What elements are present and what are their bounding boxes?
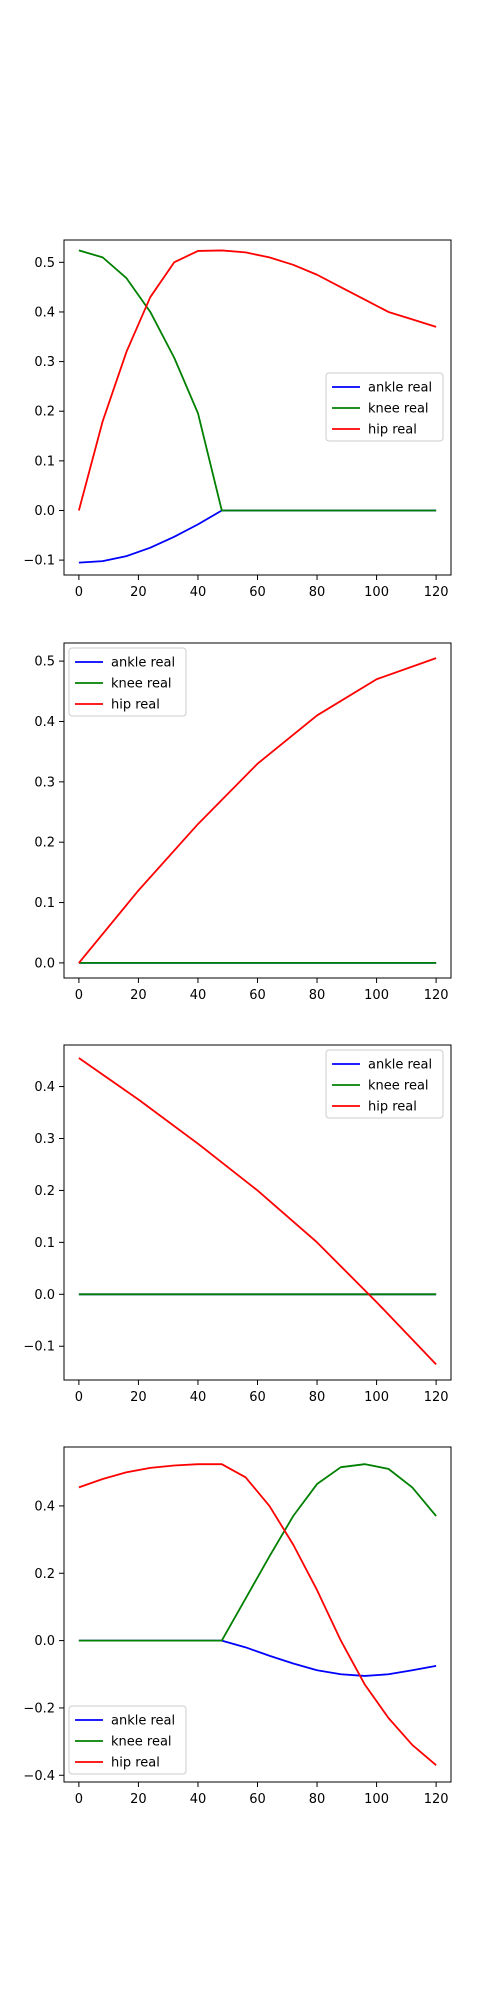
x-tick-label: 0 [75,585,83,600]
y-tick-label: 0.3 [34,775,55,790]
x-tick-label: 80 [309,585,326,600]
x-tick-label: 120 [424,585,449,600]
legend-label: hip real [111,698,160,713]
legend-label: hip real [368,423,417,438]
legend-label: knee real [368,402,429,417]
y-tick-label: 0.0 [34,504,55,519]
legend-box [68,647,187,717]
y-tick-label: 0.1 [34,896,55,911]
x-tick-label: 0 [75,988,83,1003]
legend-box [325,372,444,442]
x-tick-label: 20 [130,988,147,1003]
legend-label: ankle real [111,656,175,671]
x-tick-label: 60 [249,585,266,600]
x-tick-label: 40 [190,1792,207,1807]
x-tick-label: 100 [364,1390,389,1405]
y-tick-label: 0.2 [34,1567,55,1582]
x-tick-label: 80 [309,1792,326,1807]
x-tick-label: 20 [130,1792,147,1807]
legend-box [68,1705,187,1775]
legend-box [325,1049,444,1119]
legend-label: hip real [368,1100,417,1115]
y-tick-label: 0.0 [34,1634,55,1649]
series-line-knee-real [78,1463,437,1642]
x-tick-label: 40 [190,1390,207,1405]
x-tick-label: 0 [75,1390,83,1405]
chart-panel-1: 0 20 40 60 80 100 120 −0.1 0.0 0.1 0.2 0.3 0.4 0.5 ank… [23,239,452,600]
series-line-hip-real [78,249,437,511]
x-tick-label: 60 [249,988,266,1003]
x-tick-label: 40 [190,585,207,600]
legend: ankle real knee real hip real [325,372,444,442]
y-tick-label: 0.2 [34,836,55,851]
y-tick-label: 0.2 [34,1184,55,1199]
y-tick-label: 0.3 [34,355,55,370]
x-tick-label: 120 [424,1792,449,1807]
x-tick-label: 60 [249,1390,266,1405]
y-tick-label: 0.3 [34,1132,55,1147]
series-line-hip-real [78,1463,437,1766]
y-tick-label: 0.4 [34,715,55,730]
x-tick-label: 20 [130,585,147,600]
x-tick-label: 60 [249,1792,266,1807]
chart-panel-3: 0 20 40 60 80 100 120 −0.1 0.0 0.1 0.2 0.3 0.4 ankle … [23,1044,452,1405]
series-line-hip-real [78,657,437,964]
chart-panel-2: 0 20 40 60 80 100 120 0.0 0.1 0.2 0.3 0.4 0.5 ankle r… [34,642,452,1003]
y-tick-label: 0.0 [34,1288,55,1303]
legend-label: hip real [111,1756,160,1771]
legend-label: ankle real [111,1714,175,1729]
series-line-ankle-real [78,509,437,564]
y-tick-label: 0.4 [34,1499,55,1514]
x-tick-label: 100 [364,1792,389,1807]
y-tick-label: −0.2 [23,1701,55,1716]
x-tick-label: 20 [130,1390,147,1405]
x-tick-label: 100 [364,585,389,600]
y-tick-label: 0.5 [34,655,55,670]
legend-label: ankle real [368,381,432,396]
y-tick-label: −0.4 [23,1769,55,1784]
x-tick-label: 100 [364,988,389,1003]
legend: ankle real knee real hip real [325,1049,444,1119]
y-tick-label: 0.1 [34,454,55,469]
legend: ankle real knee real hip real [68,647,187,717]
x-tick-label: 120 [424,988,449,1003]
x-tick-label: 80 [309,988,326,1003]
series-line-ankle-real [78,1639,437,1677]
legend-label: ankle real [368,1058,432,1073]
legend-label: knee real [111,1735,172,1750]
y-tick-label: 0.1 [34,1236,55,1251]
x-tick-label: 0 [75,1792,83,1807]
series-line-knee-real [78,249,437,512]
x-tick-label: 120 [424,1390,449,1405]
y-tick-label: 0.4 [34,305,55,320]
y-tick-label: −0.1 [23,1340,55,1355]
y-tick-label: −0.1 [23,554,55,569]
y-tick-label: 0.0 [34,956,55,971]
x-tick-label: 80 [309,1390,326,1405]
y-tick-label: 0.2 [34,405,55,420]
legend-label: knee real [111,677,172,692]
series-line-hip-real [78,1057,437,1366]
x-tick-label: 40 [190,988,207,1003]
legend: ankle real knee real hip real [68,1705,187,1775]
y-tick-label: 0.4 [34,1080,55,1095]
y-tick-label: 0.5 [34,256,55,271]
chart-panel-4: 0 20 40 60 80 100 120 −0.4 −0.2 0.0 0.2 0.4 ankle re… [23,1446,452,1807]
legend-label: knee real [368,1079,429,1094]
